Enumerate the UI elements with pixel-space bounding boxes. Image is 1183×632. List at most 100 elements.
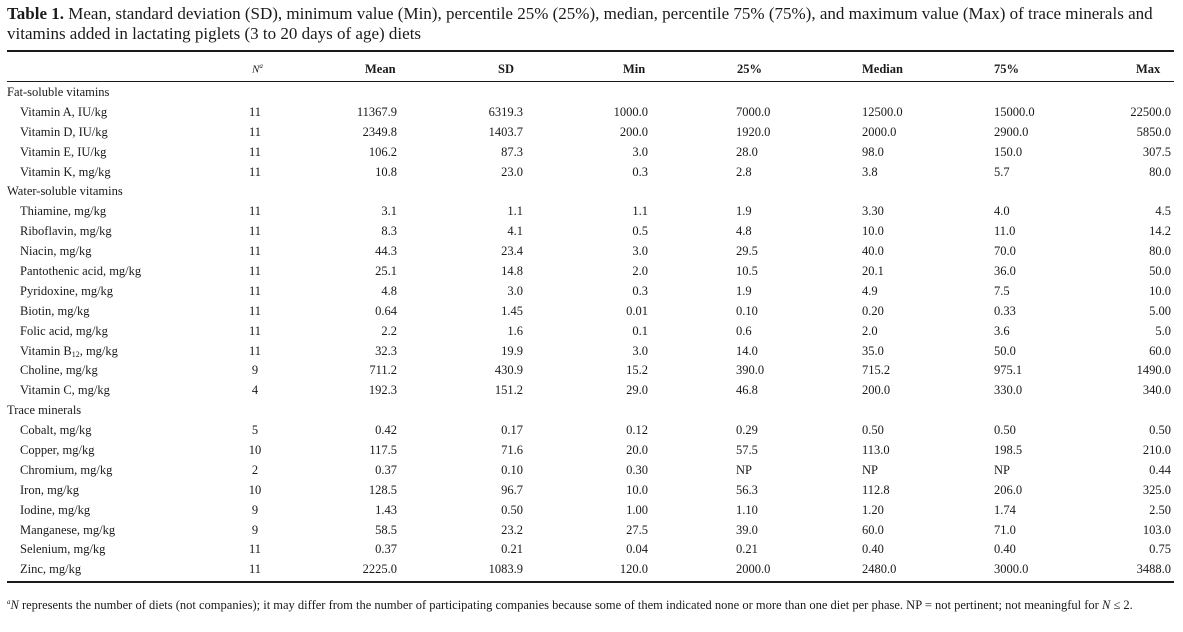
cell-p25: 2.8 [736,164,752,179]
header-p25: 25% [737,62,762,76]
cell-p25: 1.9 [736,283,752,298]
row-label: Thiamine, mg/kg [20,204,107,219]
table-row: Iron, mg/kg 10 128.5 96.7 10.0 56.3 112.… [0,481,1183,501]
row-label: Selenium, mg/kg [20,542,106,557]
row-label: Vitamin C, mg/kg [20,383,110,398]
table-row: Choline, mg/kg 9 711.2 430.9 15.2 390.0 … [0,361,1183,381]
cell-p75: 206.0 [994,482,1023,497]
table-row: Copper, mg/kg 10 117.5 71.6 20.0 57.5 11… [0,441,1183,461]
cell-p25: 28.0 [736,144,758,159]
cell-sd: 0.17 [501,423,523,438]
cell-sd: 151.2 [494,383,523,398]
cell-median: 2000.0 [862,124,897,139]
cell-p75: 15000.0 [994,104,1035,119]
table-footnote: aN represents the number of diets (not c… [7,598,1133,613]
cell-min: 1000.0 [613,104,648,119]
table-label: Table 1. [7,4,65,23]
cell-sd: 23.0 [501,164,523,179]
cell-max: 0.75 [1149,542,1171,557]
cell-n: 11 [248,124,262,139]
table-caption: Table 1. Mean, standard deviation (SD), … [7,4,1177,44]
cell-min: 200.0 [619,124,648,139]
row-label: Iodine, mg/kg [20,502,91,517]
cell-max: 60.0 [1149,343,1171,358]
cell-min: 0.3 [632,283,648,298]
cell-n: 11 [248,303,262,318]
cell-min: 0.30 [626,462,648,477]
cell-min: 3.0 [632,244,648,259]
row-label: Copper, mg/kg [20,443,95,458]
section-row: Water-soluble vitamins [0,182,1183,202]
cell-sd: 1.1 [507,204,523,219]
row-label: Niacin, mg/kg [20,244,92,259]
cell-sd: 4.1 [507,224,523,239]
cell-max: 10.0 [1149,283,1171,298]
table-row: Zinc, mg/kg 11 2225.0 1083.9 120.0 2000.… [0,560,1183,580]
cell-mean: 25.1 [375,264,397,279]
cell-median: 112.8 [862,482,890,497]
cell-mean: 44.3 [375,244,397,259]
cell-p75: 3000.0 [994,562,1029,577]
cell-p25: 4.8 [736,224,752,239]
cell-n: 11 [248,164,262,179]
cell-p75: 5.7 [994,164,1010,179]
cell-p75: 0.40 [994,542,1016,557]
row-label: Folic acid, mg/kg [20,323,108,338]
cell-sd: 87.3 [501,144,523,159]
table-row: Vitamin D, IU/kg 11 2349.8 1403.7 200.0 … [0,123,1183,143]
header-n: Na [252,62,263,76]
cell-min: 1.1 [632,204,648,219]
cell-p75: 1.74 [994,502,1016,517]
cell-sd: 6319.3 [488,104,523,119]
cell-p75: 198.5 [994,443,1023,458]
cell-sd: 0.50 [501,502,523,517]
cell-max: 307.5 [1142,144,1171,159]
header-min: Min [623,62,646,76]
table-row: Pyridoxine, mg/kg 11 4.8 3.0 0.3 1.9 4.9… [0,282,1183,302]
cell-p75: 36.0 [994,264,1016,279]
cell-n: 11 [248,264,262,279]
section-label: Fat-soluble vitamins [7,85,110,99]
cell-min: 0.3 [632,164,648,179]
cell-median: 0.20 [862,303,884,318]
header-median: Median [862,62,903,76]
cell-median: 10.0 [862,224,884,239]
cell-sd: 430.9 [494,363,523,378]
cell-max: 103.0 [1142,522,1171,537]
cell-n: 11 [248,323,262,338]
header-sd: SD [498,62,514,76]
cell-sd: 1403.7 [488,124,523,139]
cell-p75: 2900.0 [994,124,1029,139]
cell-n: 11 [248,244,262,259]
cell-p25: 56.3 [736,482,758,497]
caption-text: Mean, standard deviation (SD), minimum v… [7,4,1153,43]
row-label: Pantothenic acid, mg/kg [20,264,142,279]
row-label: Choline, mg/kg [20,363,98,378]
cell-mean: 11367.9 [356,104,397,119]
cell-mean: 8.3 [381,224,397,239]
table-row: Vitamin A, IU/kg 11 11367.9 6319.3 1000.… [0,103,1183,123]
cell-max: 22500.0 [1130,104,1171,119]
cell-max: 5.00 [1149,303,1171,318]
cell-n: 5 [251,423,259,438]
cell-max: 325.0 [1142,482,1171,497]
cell-n: 9 [251,363,259,378]
cell-max: 0.44 [1149,462,1171,477]
row-label: Vitamin A, IU/kg [20,104,108,119]
cell-max: 80.0 [1149,244,1171,259]
table-body: Fat-soluble vitamins Vitamin A, IU/kg 11… [0,83,1183,580]
cell-min: 2.0 [632,264,648,279]
cell-p25: 14.0 [736,343,758,358]
cell-n: 11 [248,562,262,577]
cell-max: 340.0 [1142,383,1171,398]
table-row: Chromium, mg/kg 2 0.37 0.10 0.30 NP NP N… [0,461,1183,481]
cell-sd: 1.45 [501,303,523,318]
row-label: Riboflavin, mg/kg [20,224,112,239]
cell-sd: 23.2 [501,522,523,537]
row-label: Zinc, mg/kg [20,562,82,577]
cell-min: 1.00 [626,502,648,517]
row-label: Vitamin B12, mg/kg [20,343,118,359]
cell-mean: 2.2 [381,323,397,338]
table-row: Pantothenic acid, mg/kg 11 25.1 14.8 2.0… [0,262,1183,282]
cell-min: 3.0 [632,343,648,358]
